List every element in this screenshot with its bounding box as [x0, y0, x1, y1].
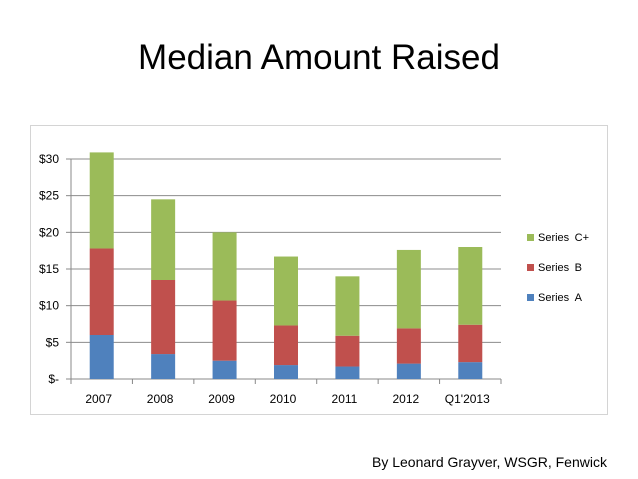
x-tick-label-2007: 2007	[85, 392, 118, 406]
y-tick-label-30: $30	[39, 152, 65, 166]
x-tick-label-2009: 2009	[208, 392, 241, 406]
bar-series-c--2010	[274, 256, 298, 326]
legend-swatch-series-c-	[527, 234, 534, 241]
bar-series-b-Q1'2013	[458, 324, 483, 363]
bar-series-c--2008	[151, 199, 176, 280]
legend-swatch-series-a	[527, 294, 534, 301]
bar-series-a-2010	[274, 365, 298, 379]
y-tick-label-5: $5	[46, 335, 65, 349]
bar-series-a-Q1'2013	[458, 362, 483, 379]
bar-series-c--Q1'2013	[458, 247, 483, 325]
slide-title: Median Amount Raised	[138, 38, 500, 77]
legend-swatch-series-b	[527, 264, 534, 271]
author-credit: By Leonard Grayver, WSGR, Fenwick	[372, 454, 607, 470]
legend-label-series-a: Series A	[538, 292, 588, 304]
bar-series-a-2011	[335, 366, 360, 379]
bar-series-b-2011	[335, 335, 360, 367]
bar-series-c--2007	[89, 152, 114, 249]
legend-label-series-c-: Series C+	[538, 232, 595, 244]
stacked-bar-chart: $- $5 $10 $15 $20 $25 $30 2007 2008 2009…	[39, 152, 595, 406]
bar-series-a-2008	[151, 354, 176, 379]
y-tick-label-10: $10	[39, 299, 65, 313]
x-tick-label-2010: 2010	[270, 392, 303, 406]
y-tick-label-0: $-	[48, 372, 65, 386]
y-tick-label-15: $15	[39, 262, 65, 276]
y-tick-label-20: $20	[39, 225, 65, 239]
bar-series-a-2007	[89, 335, 114, 379]
bar-series-b-2012	[396, 328, 421, 364]
x-tick-label-Q1'2013: Q1'2013	[445, 392, 496, 406]
bar-series-a-2012	[396, 363, 421, 379]
chart-area: $- $5 $10 $15 $20 $25 $30 2007 2008 2009…	[30, 125, 608, 415]
legend-label-series-b: Series B	[538, 262, 588, 274]
bar-series-c--2012	[396, 249, 421, 329]
bar-series-b-2007	[89, 248, 114, 335]
y-tick-label-25: $25	[39, 189, 65, 203]
bar-series-c--2011	[335, 276, 360, 336]
x-tick-label-2008: 2008	[147, 392, 180, 406]
bar-series-a-2009	[212, 360, 237, 379]
x-tick-label-2012: 2012	[393, 392, 426, 406]
bar-series-b-2010	[274, 325, 298, 366]
bar-series-b-2009	[212, 300, 237, 361]
bar-series-c--2009	[212, 232, 237, 301]
x-tick-label-2011: 2011	[332, 392, 364, 406]
bar-series-b-2008	[151, 280, 176, 355]
